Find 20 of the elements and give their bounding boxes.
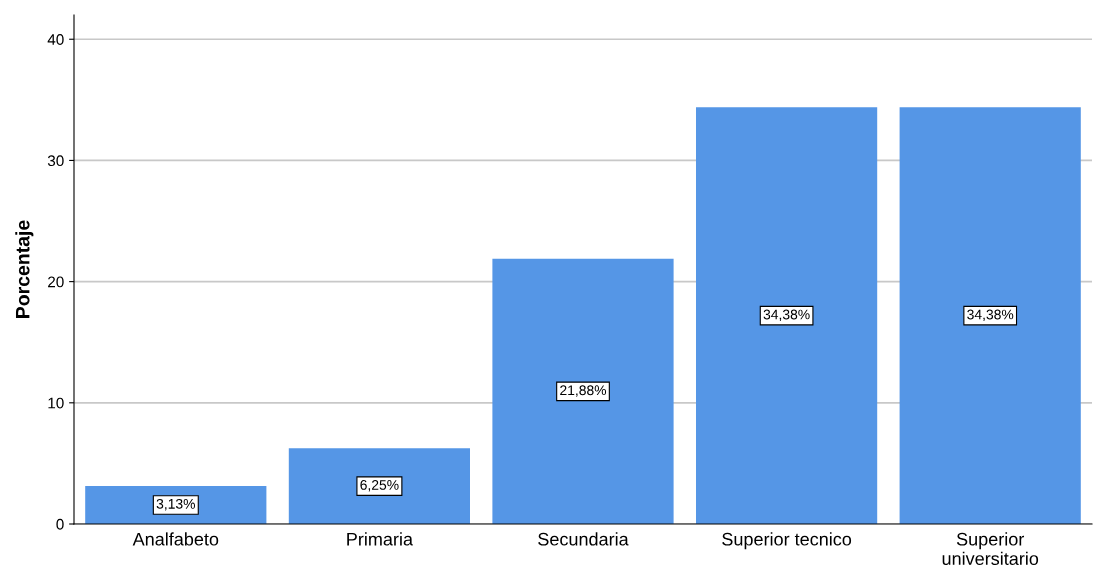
data-label: 3,13%: [156, 498, 195, 511]
x-tick-label: Superior tecnico: [722, 532, 852, 550]
y-tick-label: 0: [56, 518, 64, 530]
y-tick-label: 30: [47, 155, 64, 167]
bar: [288, 448, 470, 524]
data-label: 34,38%: [763, 309, 810, 322]
data-label: 6,25%: [360, 480, 399, 492]
y-tick-label: 40: [47, 34, 64, 45]
x-tick-label: Superior universitario: [942, 532, 1039, 566]
y-tick-label: 20: [48, 276, 64, 288]
bar: [696, 107, 878, 524]
data-label: 21,88%: [560, 385, 607, 397]
y-tick-label: 10: [48, 397, 64, 409]
bar: [899, 107, 1081, 524]
x-tick-label: Primaria: [347, 532, 414, 546]
y-axis-title: Porcentaje: [15, 220, 34, 318]
data-label: 34,38%: [967, 309, 1014, 322]
x-tick-label: Secundaria: [538, 532, 629, 546]
x-tick-label: Analfabeto: [132, 532, 219, 546]
bar: [492, 258, 674, 524]
